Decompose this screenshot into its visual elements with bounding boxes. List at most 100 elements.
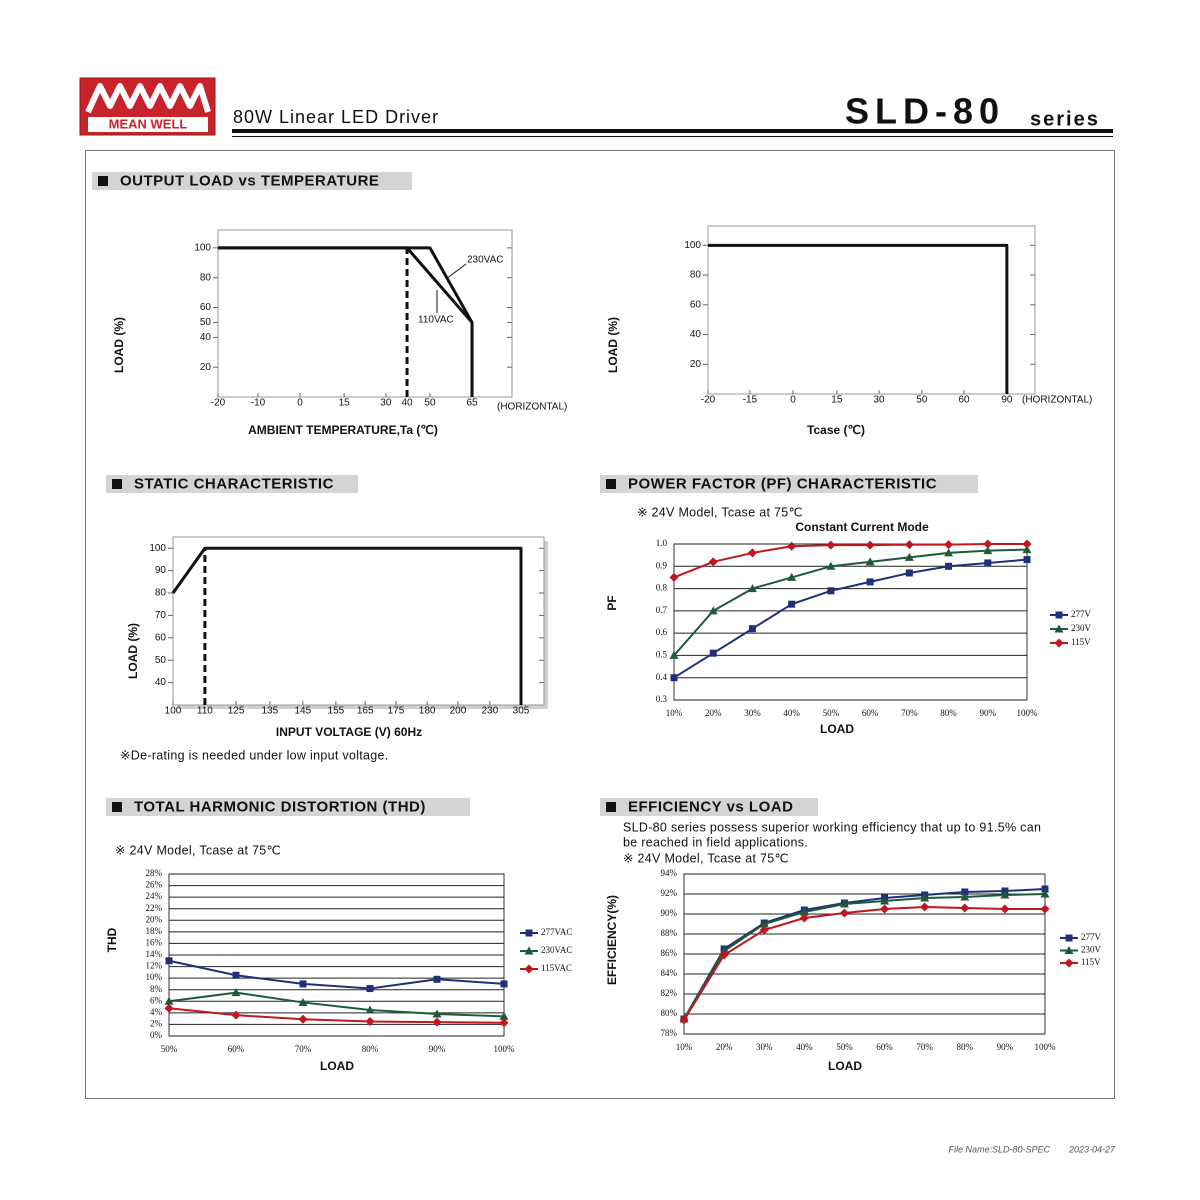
x-tick-label: 50% — [823, 708, 840, 718]
marker — [920, 902, 930, 912]
y-tick-label: 22% — [146, 903, 163, 913]
x-tick-label: 200 — [450, 706, 467, 717]
y-axis-label: LOAD (%) — [112, 317, 126, 373]
y-tick-label: 78% — [661, 1028, 678, 1038]
series-line — [683, 888, 1046, 1020]
section-heading: EFFICIENCY vs LOAD — [628, 798, 793, 815]
legend-marker — [524, 964, 534, 974]
x-tick-label: 100 — [165, 706, 182, 717]
marker — [839, 899, 849, 908]
y-tick-label: 6% — [150, 995, 163, 1005]
x-tick-label: 165 — [357, 706, 374, 717]
y-axis-label: PF — [605, 595, 619, 610]
note: ※ 24V Model, Tcase at 75℃ — [623, 851, 789, 865]
marker — [432, 1009, 442, 1018]
y-tick-label: 86% — [661, 948, 678, 958]
section-heading: TOTAL HARMONIC DISTORTION (THD) — [134, 798, 426, 815]
logo-text: MEAN WELL — [109, 116, 188, 131]
legend-label: 277V — [1081, 932, 1102, 942]
y-tick-label: 20 — [690, 359, 702, 370]
marker — [1000, 904, 1010, 914]
x-tick-label: -15 — [743, 395, 758, 406]
x-tick-label: 60% — [228, 1044, 245, 1054]
y-tick-label: 20 — [200, 362, 212, 373]
marker — [1040, 904, 1050, 914]
marker — [880, 896, 890, 905]
series-line — [168, 959, 505, 990]
marker — [708, 557, 718, 567]
y-tick-label: 50 — [200, 317, 212, 328]
y-tick-label: 90% — [661, 908, 678, 918]
section-heading-icon — [606, 802, 616, 812]
x-tick-label: 60% — [862, 708, 879, 718]
x-tick-label: 90% — [997, 1042, 1014, 1052]
x-tick-label: 30 — [873, 395, 885, 406]
x-tick-label: 40% — [783, 708, 800, 718]
y-tick-label: 10% — [146, 972, 163, 982]
legend-label: 230V — [1071, 623, 1092, 633]
marker — [164, 1003, 174, 1013]
marker — [788, 600, 796, 608]
legend-marker — [1065, 934, 1073, 942]
marker — [984, 559, 992, 567]
footer-date: 2023-04-27 — [1068, 1144, 1116, 1154]
marker — [164, 996, 174, 1005]
x-tick-label: 80% — [362, 1044, 379, 1054]
x-tick-label: 40% — [796, 1042, 813, 1052]
section-heading: POWER FACTOR (PF) CHARACTERISTIC — [628, 475, 937, 492]
marker — [299, 980, 307, 988]
marker — [905, 569, 913, 577]
marker — [839, 908, 849, 918]
marker — [165, 957, 173, 965]
x-tick-label: 80% — [957, 1042, 974, 1052]
y-tick-label: 50 — [155, 655, 167, 666]
x-axis-label: AMBIENT TEMPERATURE,Ta (℃) — [248, 423, 438, 437]
note: ※ 24V Model, Tcase at 75℃ — [637, 505, 803, 519]
y-tick-label: 40 — [200, 332, 212, 343]
x-tick-label: 30 — [380, 398, 392, 409]
section-heading-bg — [106, 475, 358, 493]
x-tick-label: 50 — [916, 395, 928, 406]
footer-file: File Name:SLD-80-SPEC — [948, 1144, 1050, 1154]
x-tick-label: 20% — [716, 1042, 733, 1052]
marker — [866, 578, 874, 586]
x-tick-label: 20% — [705, 708, 722, 718]
y-tick-label: 94% — [661, 868, 678, 878]
marker — [747, 584, 757, 593]
x-tick-label: 135 — [261, 706, 278, 717]
x-tick-label: 180 — [419, 706, 436, 717]
legend-label: 277VAC — [541, 927, 572, 937]
y-tick-label: 0.5 — [656, 649, 668, 659]
y-tick-label: 12% — [146, 961, 163, 971]
marker — [865, 557, 875, 566]
legend-marker — [1064, 946, 1074, 954]
annotation-arrow — [445, 263, 467, 280]
marker — [1022, 545, 1032, 554]
y-tick-label: 84% — [661, 968, 678, 978]
x-tick-label: 10% — [666, 708, 683, 718]
x-tick-label: 0 — [790, 395, 796, 406]
x-tick-label: 50% — [161, 1044, 178, 1054]
plot-area — [673, 543, 1028, 701]
logo-band — [88, 117, 208, 132]
marker — [499, 1011, 509, 1020]
marker — [500, 980, 508, 988]
y-tick-label: 0% — [150, 1030, 163, 1040]
y-tick-label: 20% — [146, 914, 163, 924]
y-tick-label: 8% — [150, 984, 163, 994]
note: ※ 24V Model, Tcase at 75℃ — [115, 843, 281, 857]
marker — [232, 971, 240, 979]
x-tick-label: 10% — [676, 1042, 693, 1052]
y-tick-label: 0.6 — [656, 627, 668, 637]
series-line — [218, 246, 474, 397]
marker — [787, 572, 797, 581]
x-tick-label: 145 — [295, 706, 312, 717]
x-tick-label: 15 — [831, 395, 843, 406]
marker — [759, 925, 769, 935]
legend-marker — [525, 929, 533, 937]
y-tick-label: 14% — [146, 949, 163, 959]
y-axis-label: LOAD (%) — [126, 623, 140, 679]
x-tick-label: 155 — [328, 706, 345, 717]
y-tick-label: 80 — [690, 270, 702, 281]
axis-note: (HORIZONTAL) — [497, 402, 567, 413]
